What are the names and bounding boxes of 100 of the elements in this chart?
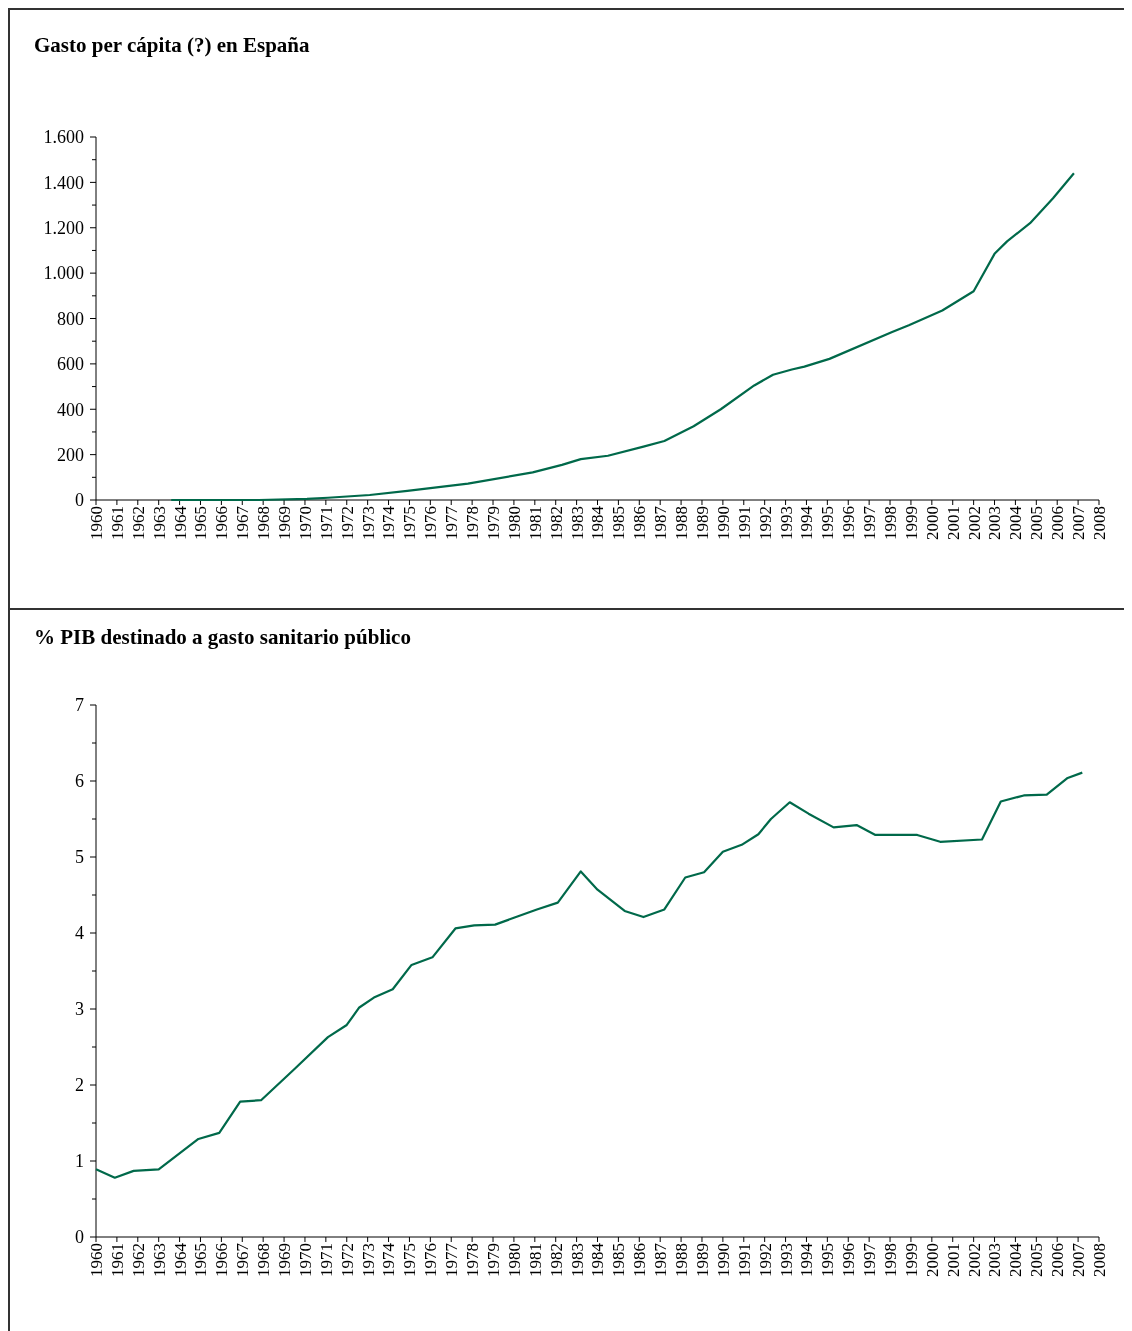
x-tick-label: 2001 (943, 506, 963, 540)
x-tick-label: 1977 (442, 1242, 462, 1277)
x-tick-label: 1963 (149, 1243, 169, 1277)
x-tick-label: 1986 (630, 1243, 650, 1277)
x-tick-label: 1974 (379, 1242, 399, 1277)
x-tick-label: 2007 (1069, 505, 1089, 540)
line-series (170, 172, 1076, 502)
x-tick-label: 1994 (797, 1242, 817, 1277)
x-tick-label: 1980 (504, 1243, 524, 1277)
x-tick-label: 1986 (630, 506, 650, 540)
x-tick-label: 1963 (149, 506, 169, 540)
x-tick-label: 1984 (588, 505, 608, 540)
x-tick-label: 1972 (337, 506, 357, 540)
x-tick-label: 1996 (839, 1243, 859, 1277)
x-tick-label: 1961 (107, 506, 127, 540)
x-tick-label: 2003 (985, 1243, 1005, 1277)
y-tick-label: 4 (75, 923, 84, 944)
x-tick-label: 1977 (442, 505, 462, 540)
x-tick-label: 1962 (128, 506, 148, 540)
x-tick-label: 1966 (212, 506, 232, 540)
x-tick-label: 1978 (463, 1243, 483, 1277)
x-tick-label: 1979 (483, 1243, 503, 1277)
x-tick-label: 1988 (672, 506, 692, 540)
chart-title: Gasto per cápita (?) en España (34, 33, 311, 57)
x-tick-label: 1983 (567, 1243, 587, 1277)
x-tick-label: 1997 (860, 505, 880, 540)
x-tick-label: 1993 (776, 506, 796, 540)
x-tick-label: 1968 (254, 1243, 274, 1277)
y-tick-label: 0 (75, 490, 84, 511)
x-tick-label: 2002 (964, 1243, 984, 1277)
line-series (94, 771, 1084, 1179)
chart-title: % PIB destinado a gasto sanitario público (34, 625, 411, 649)
x-tick-label: 1990 (713, 506, 733, 540)
y-tick-label: 1.000 (43, 263, 84, 284)
x-tick-label: 1978 (463, 506, 483, 540)
x-tick-label: 1965 (191, 1243, 211, 1277)
x-tick-label: 1970 (295, 506, 315, 540)
x-tick-label: 1989 (692, 506, 712, 540)
x-tick-label: 1972 (337, 1243, 357, 1277)
x-tick-label: 1987 (651, 1242, 671, 1277)
x-tick-label: 1966 (212, 1243, 232, 1277)
x-tick-label: 1975 (400, 506, 420, 540)
x-tick-label: 1980 (504, 506, 524, 540)
y-tick-label: 200 (57, 444, 84, 465)
x-tick-label: 2002 (964, 506, 984, 540)
y-tick-label: 5 (75, 847, 84, 868)
x-tick-label: 1990 (713, 1243, 733, 1277)
y-tick-label: 7 (75, 695, 84, 716)
x-tick-label: 1964 (170, 505, 190, 540)
x-tick-label: 2004 (1006, 1242, 1026, 1277)
x-tick-label: 1985 (609, 506, 629, 540)
y-tick-label: 1.400 (43, 172, 84, 193)
x-tick-label: 2005 (1027, 506, 1047, 540)
x-tick-label: 2006 (1048, 1243, 1068, 1277)
x-tick-label: 1997 (860, 1242, 880, 1277)
x-tick-label: 1998 (880, 506, 900, 540)
y-tick-label: 400 (57, 399, 84, 420)
x-tick-label: 1961 (107, 1243, 127, 1277)
x-tick-label: 1962 (128, 1243, 148, 1277)
x-tick-label: 1967 (233, 1242, 253, 1277)
y-tick-label: 1.600 (43, 127, 84, 148)
x-tick-label: 1995 (818, 1243, 838, 1277)
x-tick-label: 1988 (672, 1243, 692, 1277)
x-tick-label: 1971 (316, 1243, 336, 1277)
x-tick-label: 1979 (483, 506, 503, 540)
x-tick-label: 1989 (692, 1243, 712, 1277)
x-tick-label: 1999 (901, 506, 921, 540)
x-tick-label: 1970 (295, 1243, 315, 1277)
y-tick-label: 2 (75, 1075, 84, 1096)
x-tick-label: 1968 (254, 506, 274, 540)
x-tick-label: 2007 (1069, 1242, 1089, 1277)
y-tick-label: 6 (75, 771, 84, 792)
x-tick-label: 1981 (525, 1243, 545, 1277)
x-tick-label: 2004 (1006, 505, 1026, 540)
x-tick-label: 1991 (734, 1243, 754, 1277)
y-tick-label: 1 (75, 1151, 84, 1172)
x-tick-label: 1960 (86, 1243, 106, 1277)
x-tick-label: 2001 (943, 1243, 963, 1277)
x-tick-label: 2000 (922, 506, 942, 540)
x-tick-label: 1987 (651, 505, 671, 540)
x-tick-label: 2005 (1027, 1243, 1047, 1277)
x-tick-label: 1991 (734, 506, 754, 540)
x-tick-label: 1992 (755, 506, 775, 540)
x-tick-label: 1985 (609, 1243, 629, 1277)
x-tick-label: 1976 (421, 506, 441, 540)
x-tick-label: 1981 (525, 506, 545, 540)
x-tick-label: 2008 (1089, 506, 1109, 540)
x-tick-label: 1969 (275, 1243, 295, 1277)
y-tick-label: 0 (75, 1227, 84, 1248)
x-tick-label: 1993 (776, 1243, 796, 1277)
x-tick-label: 1982 (546, 506, 566, 540)
x-tick-label: 1971 (316, 506, 336, 540)
x-tick-label: 1973 (358, 1243, 378, 1277)
x-tick-label: 1965 (191, 506, 211, 540)
x-tick-label: 1984 (588, 1242, 608, 1277)
x-tick-label: 1960 (86, 506, 106, 540)
x-tick-label: 1964 (170, 1242, 190, 1277)
y-tick-label: 3 (75, 999, 84, 1020)
x-tick-label: 2003 (985, 506, 1005, 540)
y-tick-label: 800 (57, 308, 84, 329)
